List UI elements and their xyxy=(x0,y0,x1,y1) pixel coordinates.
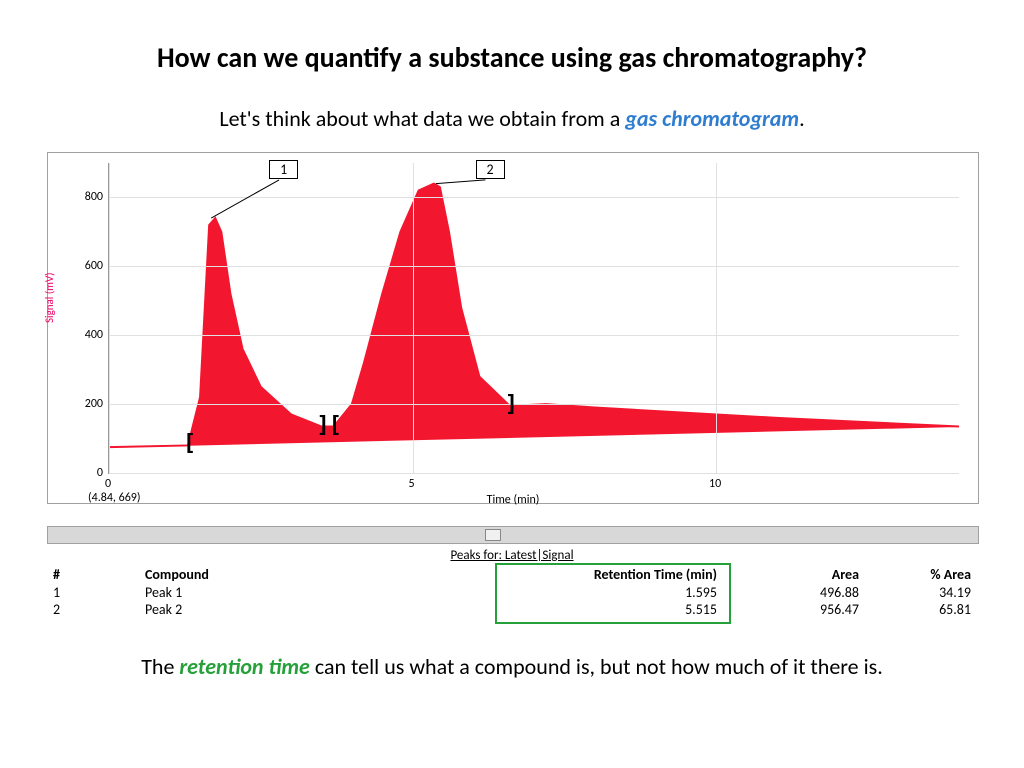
y-tick-label: 600 xyxy=(73,259,103,273)
table-cell: 65.81 xyxy=(865,601,977,618)
peak-bracket: ] xyxy=(505,392,518,417)
col-pct-area: % Area xyxy=(865,565,977,584)
col-compound: Compound xyxy=(139,565,501,584)
footer-accent: retention time xyxy=(179,653,309,680)
table-cell: Peak 2 xyxy=(139,601,501,618)
table-cell: 1 xyxy=(47,584,139,601)
subtitle-accent: gas chromatogram xyxy=(625,105,799,132)
coord-readout: (4.84, 669) xyxy=(88,491,141,505)
table-cell: 2 xyxy=(47,601,139,618)
y-tick-label: 200 xyxy=(73,397,103,411)
x-tick-label: 0 xyxy=(105,477,111,491)
x-axis-label: Time (min) xyxy=(487,493,540,507)
footer-post: can tell us what a compound is, but not … xyxy=(310,653,883,680)
x-tick-label: 5 xyxy=(409,477,415,491)
peak-bracket: [ xyxy=(329,413,342,438)
chart-area: Signal (mV) Time (min) (4.84, 669) 02004… xyxy=(47,152,979,504)
table-row: 1Peak 11.595496.8834.19 xyxy=(47,584,977,601)
peaks-heading: Peaks for: Latest|Signal xyxy=(47,548,977,563)
col-area: Area xyxy=(723,565,865,584)
table-cell: 34.19 xyxy=(865,584,977,601)
scrollbar-thumb[interactable] xyxy=(485,529,501,541)
y-tick-label: 400 xyxy=(73,328,103,342)
col-num: # xyxy=(47,565,139,584)
subtitle: Let's think about what data we obtain fr… xyxy=(40,105,984,132)
table-row: 2Peak 25.515956.4765.81 xyxy=(47,601,977,618)
y-tick-label: 0 xyxy=(73,466,103,480)
chromatogram-trace xyxy=(109,163,959,473)
peak-callout: 1 xyxy=(269,160,298,179)
table-cell: Peak 1 xyxy=(139,584,501,601)
peak-bracket: [ xyxy=(183,431,196,456)
table-header-row: # Compound Retention Time (min) Area % A… xyxy=(47,565,977,584)
table-cell: 496.88 xyxy=(723,584,865,601)
table-cell: 1.595 xyxy=(501,584,723,601)
table-cell: 5.515 xyxy=(501,601,723,618)
subtitle-post: . xyxy=(799,105,805,132)
peak-callout: 2 xyxy=(476,160,505,179)
col-rt: Retention Time (min) xyxy=(501,565,723,584)
subtitle-pre: Let's think about what data we obtain fr… xyxy=(219,105,625,132)
chromatogram-panel: Signal (mV) Time (min) (4.84, 669) 02004… xyxy=(47,152,977,618)
y-tick-label: 800 xyxy=(73,190,103,204)
page-title: How can we quantify a substance using ga… xyxy=(40,40,984,75)
plot-region xyxy=(108,163,959,474)
footer-text: The retention time can tell us what a co… xyxy=(40,653,984,680)
table-cell: 956.47 xyxy=(723,601,865,618)
horizontal-scrollbar[interactable] xyxy=(47,526,979,544)
peak-table: # Compound Retention Time (min) Area % A… xyxy=(47,565,977,618)
y-axis-label: Signal (mV) xyxy=(43,272,56,323)
footer-pre: The xyxy=(141,653,179,680)
x-tick-label: 10 xyxy=(709,477,721,491)
